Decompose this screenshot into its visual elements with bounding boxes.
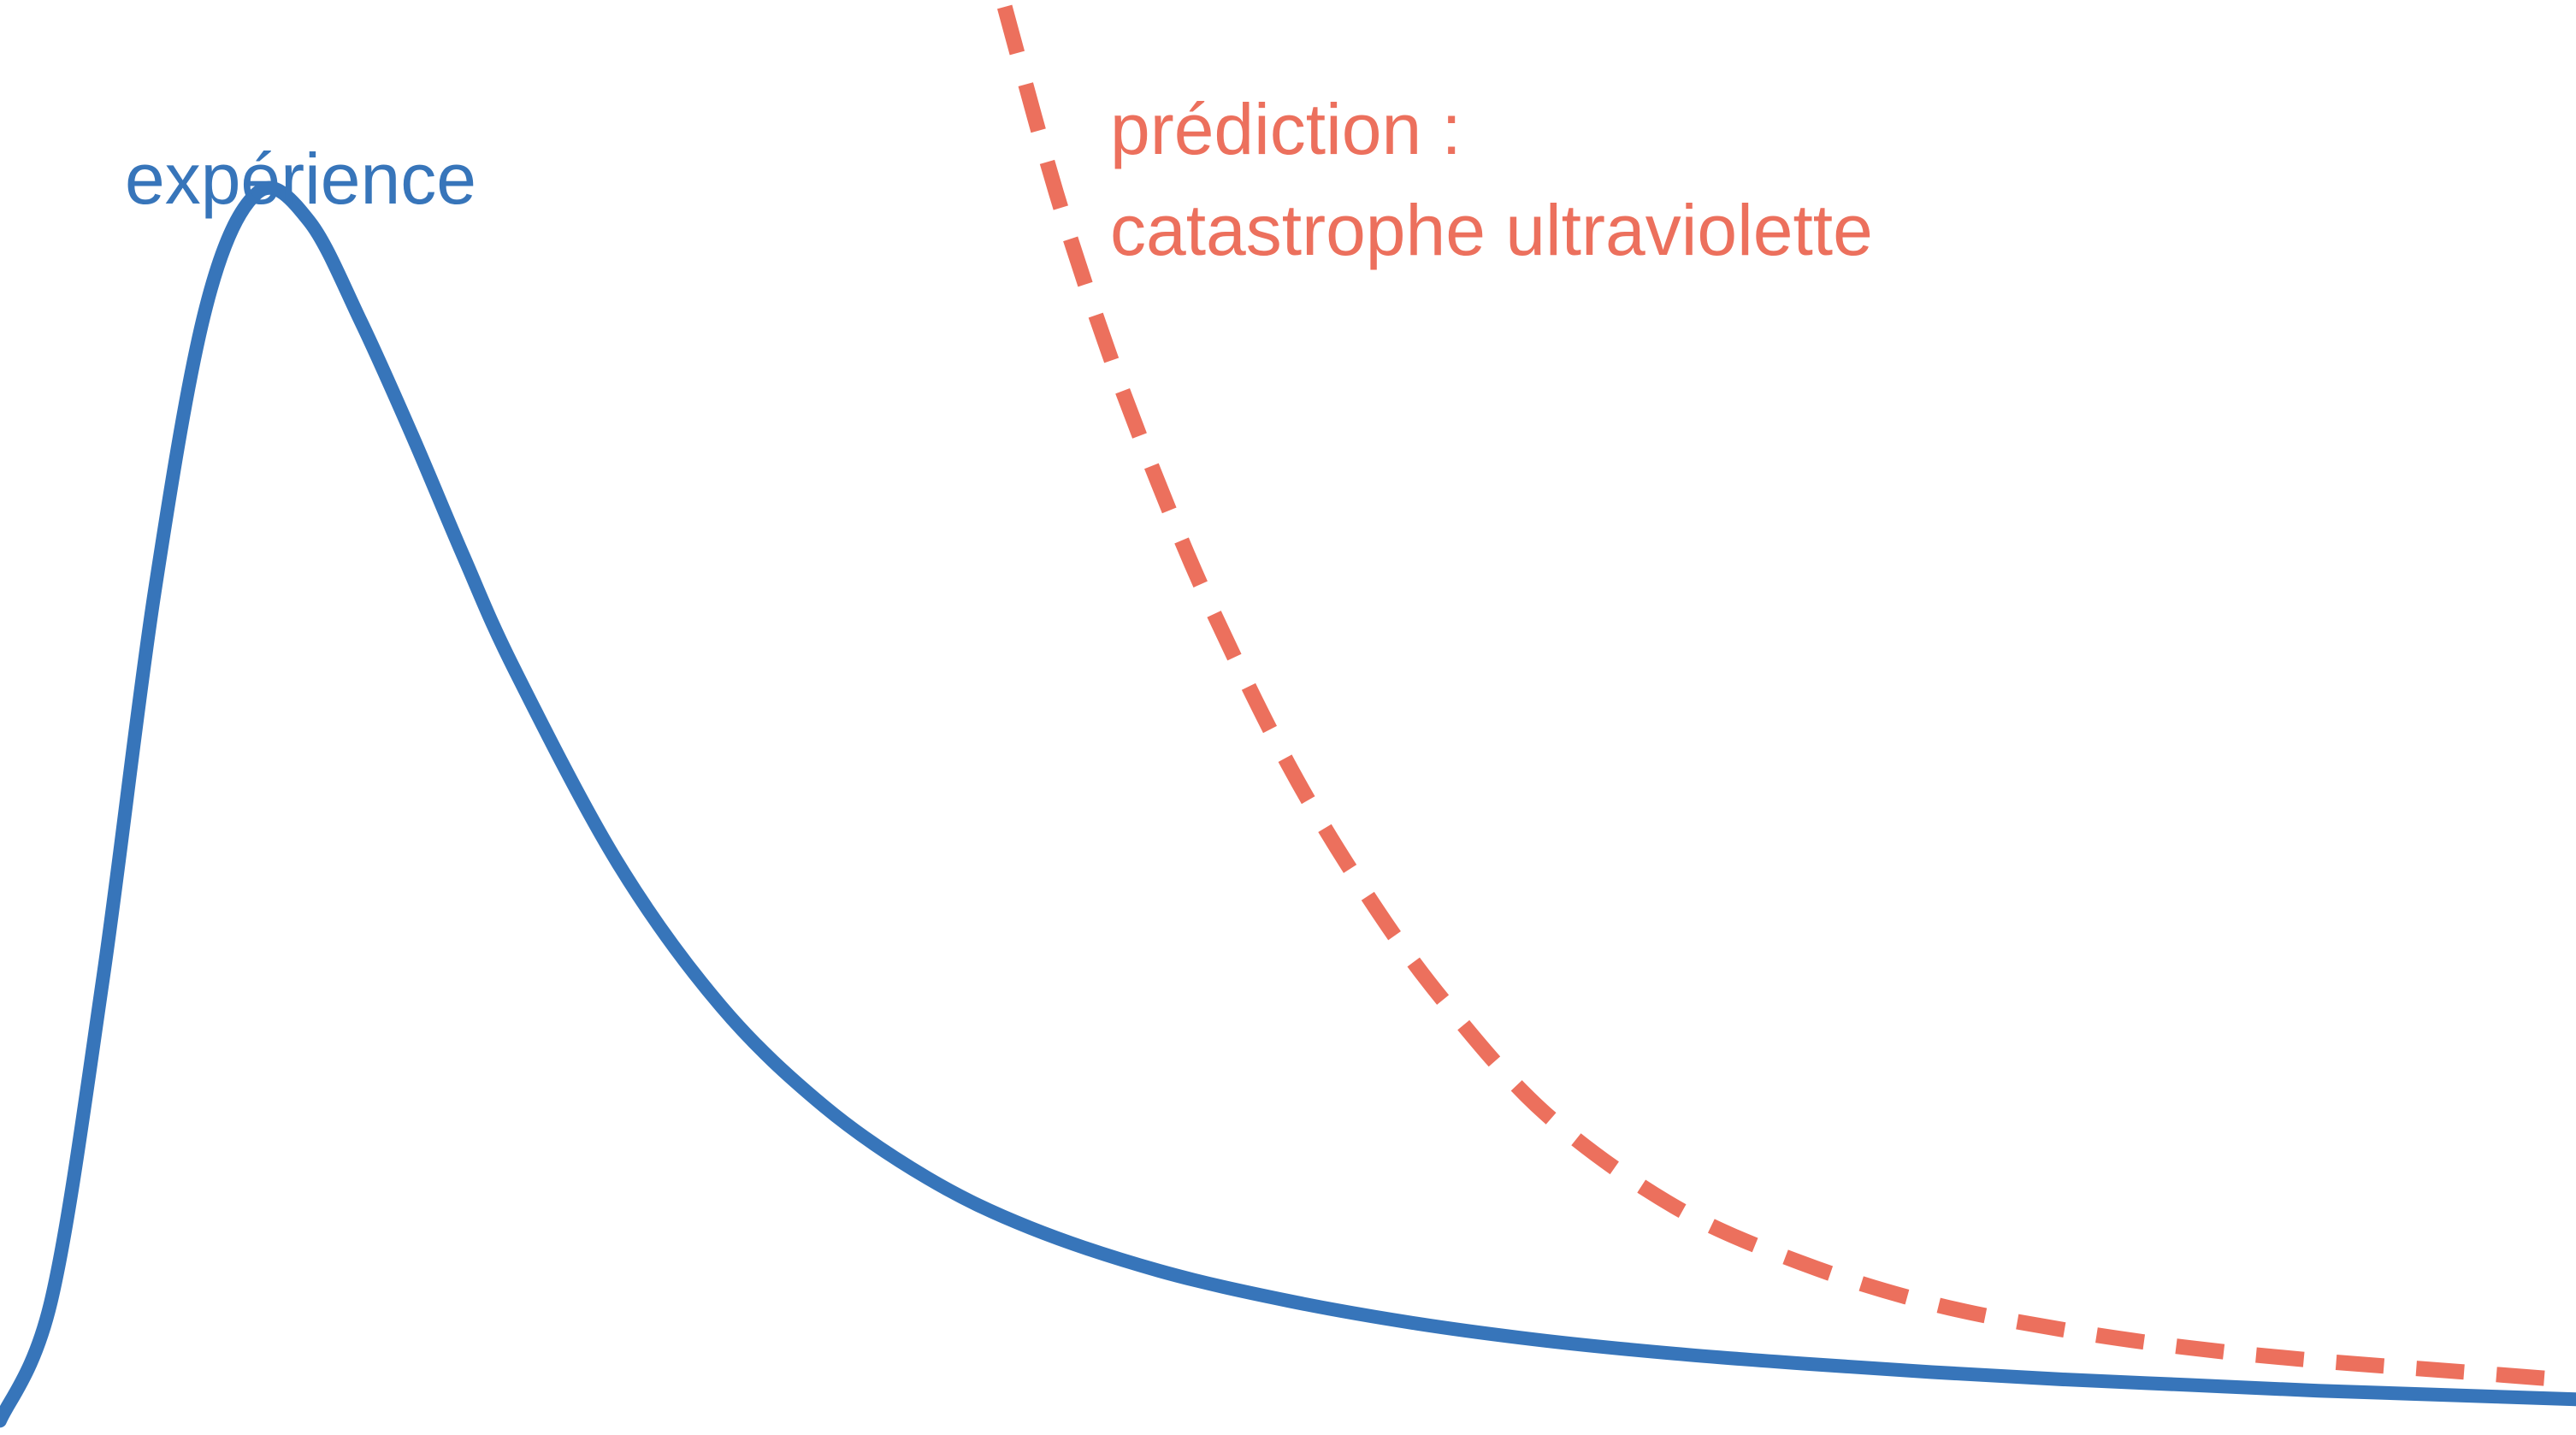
annotation-prediction: prédiction : (1110, 89, 1462, 169)
series-layer (0, 4, 2576, 1428)
series-line-prediction (997, 4, 2576, 1389)
series-line-experiment (0, 180, 2576, 1428)
annotation-ultraviolet-catastrophe: catastrophe ultraviolette (1110, 190, 1873, 270)
annotation-experience: expérience (125, 139, 476, 219)
